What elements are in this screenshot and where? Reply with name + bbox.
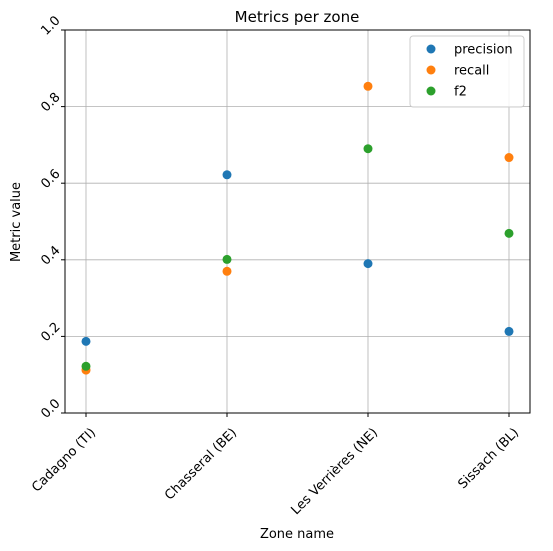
point-precision-2: [363, 259, 373, 269]
point-recall-3: [504, 153, 514, 163]
point-f2-2: [363, 144, 373, 154]
legend-label-recall: recall: [454, 64, 489, 79]
point-recall-1: [222, 266, 232, 276]
data-points: [81, 81, 514, 375]
legend: precision recall f2: [409, 35, 525, 108]
chart-title: Metrics per zone: [235, 8, 360, 26]
legend-marker-f2: [426, 86, 436, 96]
x-axis-label: Zone name: [260, 527, 334, 542]
point-f2-0: [81, 361, 91, 371]
legend-label-f2: f2: [454, 85, 467, 100]
legend-label-precision: precision: [454, 43, 513, 58]
point-f2-1: [222, 254, 232, 264]
point-recall-2: [363, 81, 373, 91]
legend-box: [409, 35, 525, 108]
legend-marker-precision: [426, 44, 436, 54]
legend-marker-recall: [426, 65, 436, 75]
point-f2-3: [504, 228, 514, 238]
plot-area-frame: [64, 29, 531, 414]
y-axis-label: Metric value: [9, 182, 24, 262]
point-precision-0: [81, 336, 91, 346]
point-precision-3: [504, 326, 514, 336]
point-precision-1: [222, 170, 232, 180]
